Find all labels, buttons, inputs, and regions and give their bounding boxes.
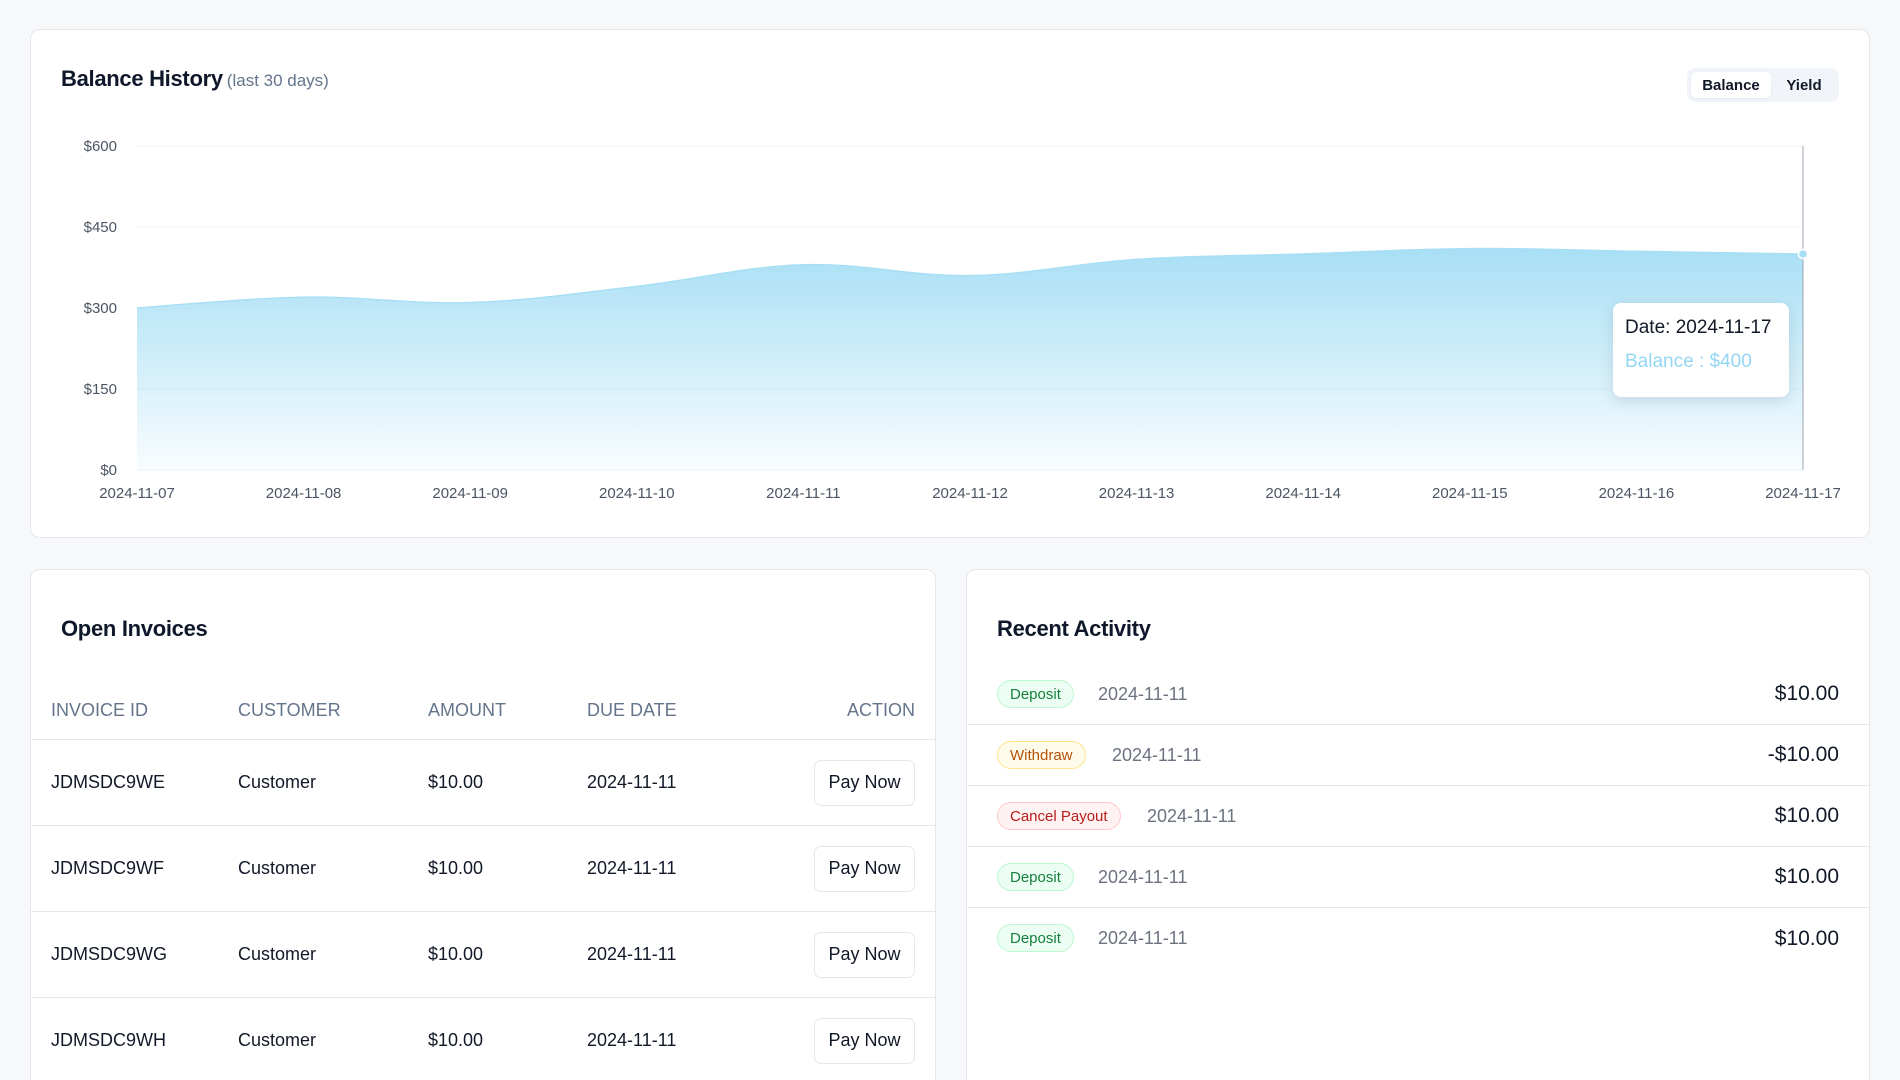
invoice-customer: Customer: [238, 772, 317, 792]
balance-history-card: Balance History (last 30 days) Balance Yi…: [30, 29, 1870, 538]
activity-amount: $10.00: [1774, 926, 1839, 950]
x-tick-label: 2024-11-12: [932, 485, 1008, 502]
activity-amount: $10.00: [1774, 682, 1839, 705]
x-tick-label: 2024-11-09: [432, 485, 508, 502]
header-action: ACTION: [846, 700, 915, 720]
chart-tooltip: Date: 2024-11-17 Balance : $400: [1613, 303, 1789, 397]
invoice-id: JDMSDC9WE: [51, 772, 166, 792]
invoice-amount: $10.00: [428, 1030, 484, 1050]
invoice-id: JDMSDC9WF: [51, 858, 164, 878]
table-row: JDMSDC9WF Customer $10.00 2024-11-11 Pay…: [31, 826, 935, 912]
activity-date: 2024-11-11: [1098, 928, 1188, 948]
header-due-date[interactable]: DUE DATE: [587, 700, 677, 720]
activity-amount: $10.00: [1774, 804, 1839, 827]
header-invoice-id[interactable]: INVOICE ID: [51, 700, 149, 720]
table-row: JDMSDC9WG Customer $10.00 2024-11-11 Pay…: [31, 912, 935, 998]
invoice-id: JDMSDC9WG: [51, 944, 167, 964]
invoice-id: JDMSDC9WH: [51, 1030, 166, 1050]
activity-type-badge: Deposit: [997, 680, 1074, 708]
invoice-due-date: 2024-11-11: [587, 944, 677, 964]
balance-history-heading: Balance History (last 30 days): [61, 66, 329, 92]
balance-history-subtitle: (last 30 days): [226, 71, 329, 90]
chart-mode-toggle: Balance Yield: [1687, 68, 1839, 102]
activity-date: 2024-11-11: [1147, 805, 1237, 826]
x-tick-label: 2024-11-08: [266, 485, 342, 502]
y-tick-label: $0: [100, 462, 117, 479]
x-tick-label: 2024-11-10: [599, 485, 675, 502]
list-item: Deposit 2024-11-11 $10.00: [967, 847, 1869, 908]
recent-activity-title: Recent Activity: [997, 616, 1151, 641]
invoice-amount: $10.00: [428, 944, 484, 964]
y-tick-label: $300: [84, 300, 117, 317]
x-tick-label: 2024-11-13: [1099, 485, 1175, 502]
invoice-action-cell: Pay Now: [814, 998, 915, 1080]
activity-type-badge: Cancel Payout: [997, 802, 1121, 830]
list-item: Cancel Payout 2024-11-11 $10.00: [967, 786, 1869, 847]
invoice-due-date: 2024-11-11: [587, 1030, 677, 1050]
activity-amount: $10.00: [1774, 865, 1839, 888]
invoice-customer: Customer: [238, 944, 317, 964]
activity-date: 2024-11-11: [1098, 683, 1188, 704]
list-item: Withdraw 2024-11-11 -$10.00: [967, 725, 1869, 786]
balance-line: [136, 247, 1804, 309]
header-amount[interactable]: AMOUNT: [428, 700, 506, 720]
x-tick-label: 2024-11-16: [1599, 485, 1675, 502]
open-invoices-title: Open Invoices: [61, 616, 208, 641]
y-tick-label: $450: [84, 219, 117, 236]
list-item: Deposit 2024-11-11 $10.00: [967, 908, 1869, 969]
invoice-action-cell: Pay Now: [814, 826, 915, 911]
invoice-customer: Customer: [238, 858, 317, 878]
balance-history-title: Balance History: [61, 66, 223, 91]
activity-date: 2024-11-11: [1112, 744, 1202, 765]
activity-amount: -$10.00: [1767, 743, 1839, 766]
y-tick-label: $600: [84, 138, 117, 155]
activity-type-badge: Deposit: [997, 863, 1074, 891]
tooltip-date: Date: 2024-11-17: [1625, 317, 1772, 338]
pay-now-button[interactable]: Pay Now: [814, 1017, 915, 1064]
activity-type-badge: Deposit: [997, 924, 1074, 952]
list-item: Deposit 2024-11-11 $10.00: [967, 664, 1869, 725]
table-row: JDMSDC9WE Customer $10.00 2024-11-11 Pay…: [31, 740, 935, 826]
invoice-amount: $10.00: [428, 772, 484, 792]
hover-point: [1797, 248, 1809, 260]
invoices-table-header: INVOICE ID CUSTOMER AMOUNT DUE DATE ACTI…: [31, 682, 935, 740]
y-tick-label: $150: [84, 381, 117, 398]
x-tick-label: 2024-11-15: [1432, 485, 1508, 502]
balance-area: [137, 248, 1803, 470]
balance-toggle-button[interactable]: Balance: [1691, 72, 1771, 98]
x-tick-label: 2024-11-11: [766, 485, 841, 502]
balance-chart: $0 $150 $300 $450 $600 2024-11-07 2024-11-08 2…: [84, 138, 1841, 502]
invoice-action-cell: Pay Now: [814, 740, 915, 825]
invoice-due-date: 2024-11-11: [587, 772, 677, 792]
header-customer[interactable]: CUSTOMER: [238, 700, 341, 720]
recent-activity-card: Recent Activity Deposit 2024-11-11 $10.0…: [966, 569, 1870, 1080]
x-tick-label: 2024-11-14: [1265, 485, 1341, 502]
activity-date: 2024-11-11: [1098, 866, 1188, 887]
table-row: JDMSDC9WH Customer $10.00 2024-11-11 Pay…: [31, 998, 935, 1080]
x-tick-label: 2024-11-17: [1765, 485, 1841, 502]
yield-toggle-button[interactable]: Yield: [1786, 76, 1822, 94]
invoice-due-date: 2024-11-11: [587, 858, 677, 878]
invoice-customer: Customer: [238, 1030, 317, 1050]
pay-now-button[interactable]: Pay Now: [814, 931, 915, 978]
invoice-action-cell: Pay Now: [814, 912, 915, 997]
pay-now-button[interactable]: Pay Now: [814, 845, 915, 892]
x-tick-label: 2024-11-07: [99, 485, 175, 502]
tooltip-value: Balance : $400: [1625, 351, 1752, 372]
open-invoices-card: Open Invoices INVOICE ID CUSTOMER AMOUNT…: [30, 569, 936, 1080]
pay-now-button[interactable]: Pay Now: [814, 759, 915, 806]
invoice-amount: $10.00: [428, 858, 484, 878]
activity-type-badge: Withdraw: [997, 741, 1086, 769]
